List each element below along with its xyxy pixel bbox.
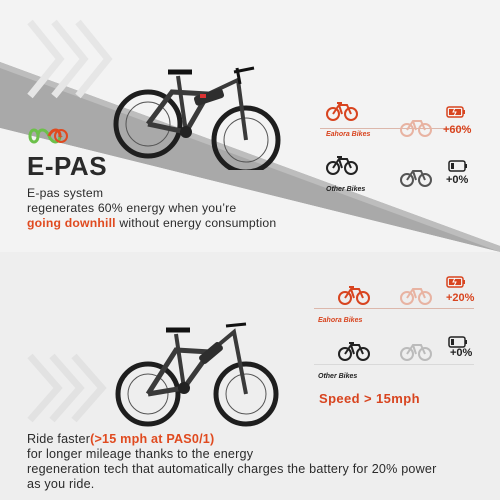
desc-line: as you ride.	[27, 477, 95, 491]
chevron-arrows	[27, 353, 107, 423]
svg-text:+: +	[58, 132, 63, 141]
desc-line: Ride faster(>15 mph at PAS0/1)	[27, 432, 487, 447]
desc-line: regenerates 60% energy when you’re	[27, 201, 237, 215]
divider	[314, 308, 474, 309]
chevron-arrows	[27, 19, 113, 99]
top-panel: + E-PAS E-pas system regenerates 60% ene…	[0, 19, 500, 252]
ebike-image	[115, 322, 279, 427]
bottom-panel: +20% Eahora Bikes +0% Other Bikes	[0, 252, 500, 500]
top-description: E-pas system regenerates 60% energy when…	[27, 186, 327, 231]
brand-label: Eahora Bikes	[318, 317, 363, 324]
bicycle-icon	[326, 102, 358, 121]
desc-text: without energy consumption	[115, 216, 277, 230]
bicycle-icon	[400, 120, 432, 137]
battery-icon	[448, 160, 467, 172]
divider	[320, 128, 470, 129]
highlight-text: going downhill	[27, 216, 116, 230]
highlight-text: (>15 mph at PAS0/1)	[90, 432, 215, 446]
bicycle-icon	[338, 286, 370, 305]
desc-line: for longer mileage thanks to the energy	[27, 447, 254, 461]
page-title: E-PAS	[27, 151, 108, 181]
brand-percent: +60%	[443, 124, 472, 136]
other-label: Other Bikes	[326, 186, 366, 193]
other-percent: +0%	[450, 347, 473, 359]
other-label: Other Bikes	[318, 373, 358, 380]
divider	[314, 364, 474, 365]
bicycle-icon	[326, 156, 358, 175]
ebike-image	[113, 66, 281, 170]
desc-line: E-pas system	[27, 186, 104, 200]
battery-icon	[448, 336, 467, 348]
bicycle-icon	[400, 344, 432, 361]
bottom-description: Ride faster(>15 mph at PAS0/1) for longe…	[27, 432, 487, 492]
bicycle-icon	[338, 342, 370, 361]
other-percent: +0%	[446, 174, 469, 186]
brand-percent: +20%	[446, 292, 475, 304]
desc-text: Ride faster	[27, 432, 91, 446]
desc-line: regeneration tech that automatically cha…	[27, 462, 437, 476]
bicycle-icon	[400, 170, 432, 187]
downhill-slope	[0, 62, 500, 252]
bicycle-icon	[400, 288, 432, 305]
speed-label: Speed > 15mph	[319, 391, 420, 406]
battery-charging-icon	[446, 106, 465, 118]
battery-charging-icon	[446, 276, 465, 288]
brand-label: Eahora Bikes	[326, 131, 371, 138]
infinity-recycle-icon: +	[28, 128, 68, 144]
desc-line: going downhill without energy consumptio…	[27, 216, 327, 231]
